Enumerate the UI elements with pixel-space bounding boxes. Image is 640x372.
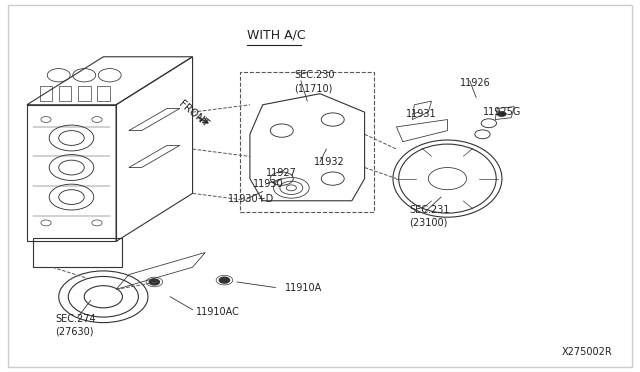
Text: 11932: 11932 — [314, 157, 344, 167]
Text: 11910AC: 11910AC — [196, 307, 239, 317]
Circle shape — [149, 279, 159, 285]
Text: 11930+D: 11930+D — [228, 194, 274, 204]
Text: SEC.231: SEC.231 — [409, 205, 450, 215]
Circle shape — [220, 277, 230, 283]
Text: WITH A/C: WITH A/C — [246, 28, 305, 41]
Text: 11930: 11930 — [253, 179, 284, 189]
Text: 11910A: 11910A — [285, 283, 322, 292]
Text: (11710): (11710) — [294, 83, 333, 93]
Text: X275002R: X275002R — [562, 347, 613, 357]
Text: 11927: 11927 — [266, 168, 297, 178]
Text: 11931: 11931 — [406, 109, 436, 119]
Text: SEC.274: SEC.274 — [56, 314, 96, 324]
Text: FRONT: FRONT — [177, 99, 210, 129]
Text: SEC.230: SEC.230 — [294, 70, 335, 80]
Text: (23100): (23100) — [409, 218, 447, 228]
Circle shape — [497, 112, 506, 116]
FancyBboxPatch shape — [8, 5, 632, 367]
Text: 11926: 11926 — [460, 78, 491, 88]
Text: 11925G: 11925G — [483, 107, 521, 117]
Text: (27630): (27630) — [56, 327, 94, 337]
